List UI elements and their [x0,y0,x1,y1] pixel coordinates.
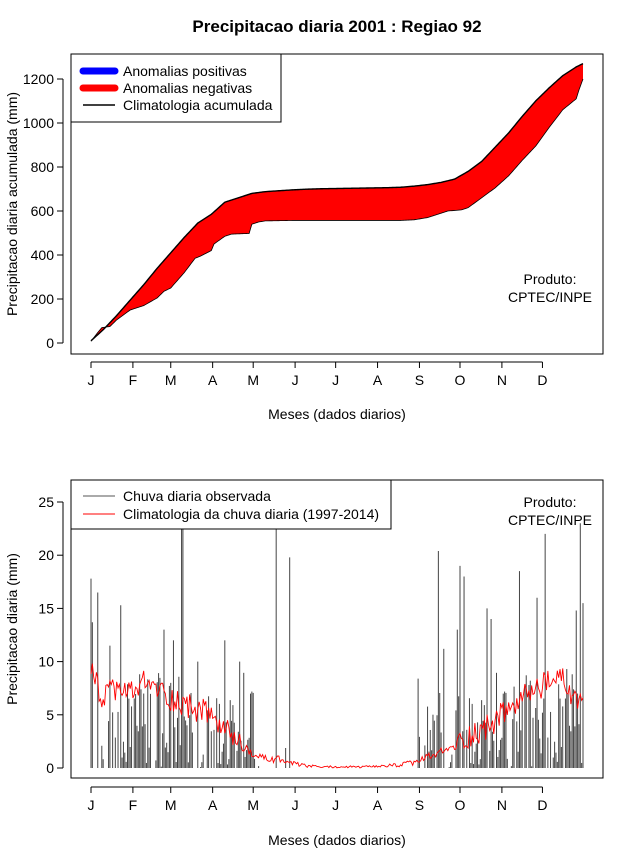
top-x-axis-label: Meses (dados diarios) [268,406,406,422]
bottom-x-tick-label: D [537,797,547,813]
bottom-x-tick-label: S [415,797,424,813]
top-product-label: Produto: [524,271,577,287]
bottom-y-tick-label: 10 [38,654,54,670]
bottom-x-tick-label: F [129,797,138,813]
bottom-x-tick-label: N [497,797,507,813]
top-y-axis: 0 200 400 600 800 1000 1200 [23,71,64,351]
bottom-y-tick-label: 0 [46,760,54,776]
top-x-tick-label: N [497,372,507,388]
top-x-tick-label: J [332,372,339,388]
top-series-lines [90,62,584,342]
top-y-tick-label: 800 [31,159,55,175]
bottom-y-tick-label: 20 [38,547,54,563]
bottom-x-tick-label: A [373,797,383,813]
top-x-tick-label: A [373,372,383,388]
top-product-source: CPTEC/INPE [508,289,592,305]
bottom-x-tick-label: O [455,797,466,813]
top-x-tick-label: J [88,372,95,388]
top-x-tick-label: M [165,372,177,388]
bottom-legend: Chuva diaria observada Climatologia da c… [70,479,392,530]
top-x-tick-label: S [415,372,424,388]
top-y-tick-label: 200 [31,291,55,307]
cumulative-chart: 0 200 400 600 800 1000 1200 J F M A M J J A S O N D Preci… [4,53,604,422]
bottom-y-tick-label: 15 [38,600,54,616]
chart-title: Precipitacao diaria 2001 : Regiao 92 [192,17,481,36]
top-y-axis-label: Precipitacao diaria acumulada (mm) [4,92,20,316]
bottom-x-axis-label: Meses (dados diarios) [268,832,406,848]
bottom-daily-bars [90,480,584,768]
legend-label-clim-daily: Climatologia da chuva diaria (1997-2014) [123,506,379,522]
bottom-product-label: Produto: [524,494,577,510]
bottom-y-axis-label: Precipitacao diaria (mm) [4,553,20,705]
top-y-tick-label: 1000 [23,115,54,131]
bottom-legend-box [70,479,392,530]
bottom-y-tick-label: 25 [38,494,54,510]
climatology-daily-line [90,663,584,769]
top-x-tick-label: F [129,372,138,388]
top-plot-frame [70,53,604,355]
bottom-x-tick-label: M [247,797,259,813]
legend-label-positive: Anomalias positivas [123,63,247,79]
bottom-x-tick-label: M [165,797,177,813]
top-x-tick-label: A [208,372,218,388]
bottom-x-tick-label: J [332,797,339,813]
top-y-tick-label: 1200 [23,71,54,87]
climatology-cumulative-line [90,62,584,342]
top-y-tick-label: 400 [31,247,55,263]
top-x-tick-label: J [292,372,299,388]
bottom-x-tick-label: J [292,797,299,813]
top-legend: Anomalias positivas Anomalias negativas … [70,53,282,123]
top-x-tick-label: M [247,372,259,388]
daily-chart: 0 5 10 15 20 25 J F M A M J J A S O N D Precipitacao dia… [4,479,604,848]
top-x-tick-label: O [455,372,466,388]
bottom-y-tick-label: 5 [46,707,54,723]
legend-label-observed: Chuva diaria observada [123,488,271,504]
observed-cumulative-line [90,78,584,342]
legend-label-climatology: Climatologia acumulada [123,97,273,113]
negative-anomaly-area [91,63,583,342]
top-y-tick-label: 600 [31,203,55,219]
bottom-y-axis: 0 5 10 15 20 25 [38,494,64,776]
bottom-product-source: CPTEC/INPE [508,512,592,528]
top-y-tick-label: 0 [46,335,54,351]
legend-label-negative: Anomalias negativas [123,80,252,96]
bottom-climatology-line [90,663,584,769]
top-anomaly-areas [91,63,583,342]
bottom-x-tick-label: J [88,797,95,813]
top-x-tick-label: D [537,372,547,388]
bottom-x-tick-label: A [208,797,218,813]
